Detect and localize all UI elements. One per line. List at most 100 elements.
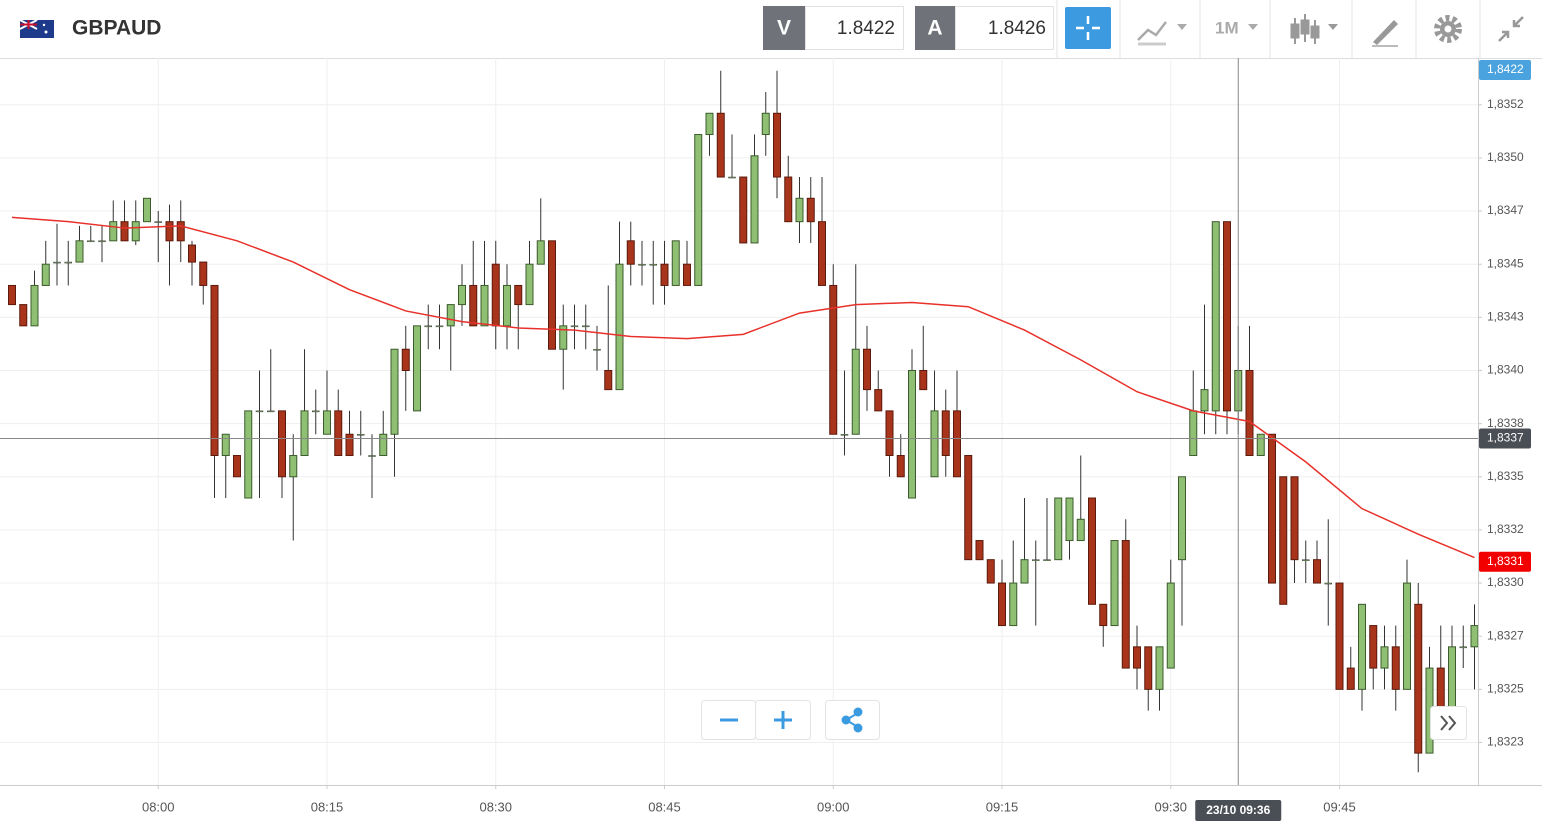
candle-type-button[interactable]: [1290, 14, 1338, 44]
candle-body: [188, 244, 196, 263]
candle-body: [334, 410, 343, 457]
candle-body: [638, 263, 646, 266]
crosshair-time-tag: [1195, 800, 1282, 821]
candle-body: [863, 348, 871, 391]
candle-body: [1391, 646, 1400, 690]
candle-body: [368, 455, 376, 457]
y-tick-label: 1,8325: [1487, 682, 1524, 696]
candle-body: [660, 263, 669, 286]
candle-body: [761, 112, 770, 136]
candle-body: [53, 261, 61, 264]
candle-body: [1313, 559, 1321, 584]
y-tick-label: 1,8335: [1487, 469, 1524, 483]
candle-body: [75, 240, 84, 263]
crosshair-price-tag: [1479, 428, 1531, 449]
ask-box[interactable]: [955, 6, 1054, 50]
x-tick-label: 08:45: [648, 799, 681, 814]
candle-body: [1414, 603, 1423, 754]
last-price-label: 1,8331: [1487, 554, 1524, 568]
candle-body: [1099, 603, 1108, 627]
y-tick-label: 1,8350: [1487, 150, 1524, 164]
candle-body: [728, 176, 736, 179]
candle-body: [840, 434, 849, 436]
bid-price[interactable]: 1.8422: [837, 18, 895, 39]
candle-body: [716, 112, 725, 178]
candle-body: [1459, 646, 1467, 649]
candle-body: [289, 455, 298, 478]
scroll-right-button[interactable]: [1430, 706, 1467, 740]
candle-body: [357, 434, 365, 436]
candle-body: [626, 240, 635, 265]
candle-body: [919, 369, 928, 391]
ask-label: A: [927, 17, 942, 40]
share-icon: [841, 707, 863, 733]
timeframe-caret: [1248, 24, 1258, 30]
candle-body: [941, 410, 950, 457]
bid-label: V: [777, 17, 791, 40]
symbol: GBPAUD: [72, 17, 161, 40]
candle-body: [312, 410, 320, 413]
candle-body: [131, 221, 140, 242]
crosshair-button[interactable]: [1065, 7, 1111, 49]
candle-body: [582, 325, 590, 328]
candle-body: [154, 221, 162, 223]
candle-body: [1448, 646, 1456, 712]
draw-tool-button[interactable]: [1372, 20, 1398, 47]
candle-body: [446, 304, 455, 327]
settings-button[interactable]: [1434, 15, 1462, 43]
y-tick-label: 1,8330: [1487, 575, 1524, 589]
candle-body: [1369, 625, 1378, 669]
plus-icon: [774, 711, 792, 729]
candle-body: [1178, 476, 1186, 561]
candle-body: [851, 348, 860, 435]
y-tick-label: 1,8338: [1487, 416, 1524, 430]
candle-body: [424, 325, 432, 328]
candle-body: [525, 263, 534, 306]
crosshair-time-label: 23/10 09:36: [1206, 803, 1270, 817]
candle-body: [1436, 667, 1445, 712]
y-tick-label: 1,8345: [1487, 256, 1524, 270]
candle-body: [401, 348, 410, 371]
candle-body: [1335, 582, 1344, 690]
candle-body: [986, 559, 995, 584]
bid-box[interactable]: [805, 6, 904, 50]
candle-body: [874, 389, 883, 412]
candle-body: [683, 263, 691, 286]
candle-body: [1290, 476, 1299, 561]
candle-body: [1009, 582, 1018, 627]
last-price-tag: [1479, 551, 1531, 572]
candle-body: [1133, 646, 1141, 669]
y-tick-label: 1,8340: [1487, 363, 1524, 377]
candle-body: [964, 455, 973, 561]
candle-body: [1054, 497, 1063, 561]
candle-body: [1358, 603, 1366, 690]
candle-body: [469, 284, 478, 327]
chart-type-button[interactable]: [1137, 21, 1187, 46]
candle-body: [1302, 559, 1310, 561]
ask-price[interactable]: 1.8426: [988, 18, 1046, 39]
candle-body: [19, 304, 28, 327]
candle-body: [615, 263, 624, 391]
candle-body: [818, 221, 826, 286]
collapse-button[interactable]: [1498, 16, 1524, 42]
candle-body: [1211, 221, 1220, 412]
candle-body: [255, 410, 264, 413]
candle-body: [120, 221, 129, 242]
y-tick-label: 1,8347: [1487, 203, 1524, 217]
candle-body: [885, 410, 894, 457]
share-button[interactable]: [825, 700, 880, 740]
toolbar: GBPAUD V 1.8422 A 1.8426 1M: [0, 0, 1542, 59]
scroll-right-icon: [1440, 715, 1457, 731]
candle-body: [1223, 221, 1231, 412]
candle-body: [1065, 497, 1074, 542]
candle-body: [1268, 433, 1276, 584]
candle-body: [1346, 667, 1355, 690]
candle-body: [953, 410, 961, 478]
timeframe[interactable]: 1M: [1215, 18, 1239, 37]
flag-icon: [19, 19, 54, 38]
candle-body: [435, 325, 444, 328]
x-tick-label: 08:30: [479, 799, 512, 814]
x-tick-label: 09:45: [1323, 799, 1356, 814]
candle-body: [1200, 389, 1209, 412]
